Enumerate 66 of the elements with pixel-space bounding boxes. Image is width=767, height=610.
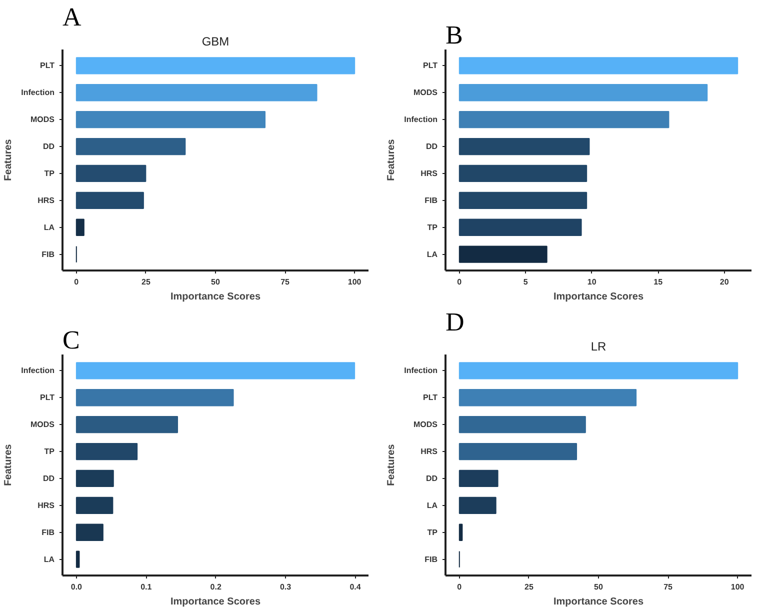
x-tick-label: 0.0	[70, 582, 83, 592]
x-tick-label: 20	[720, 278, 730, 286]
y-tick-label: DD	[426, 474, 438, 483]
annotation: C	[62, 326, 80, 354]
x-axis-title: Importance Scores	[553, 596, 644, 608]
y-tick-label: LA	[44, 222, 55, 232]
y-tick-label: FIB	[42, 528, 55, 537]
x-tick-label: 0	[457, 582, 462, 592]
y-tick-label: Infection	[404, 115, 438, 124]
y-tick-label: TP	[427, 528, 438, 537]
x-tick-label: 100	[730, 582, 745, 592]
y-tick-label: MODS	[414, 88, 438, 98]
y-tick-label: LA	[426, 500, 438, 510]
y-tick-label: PLT	[40, 61, 55, 70]
x-tick-label: 75	[280, 278, 290, 286]
y-tick-label: FIB	[424, 196, 438, 205]
x-tick-label: 25	[524, 582, 534, 592]
annotation: B	[446, 20, 463, 50]
x-tick-label: 0.3	[280, 582, 292, 592]
y-tick-label: DD	[426, 142, 438, 152]
x-tick-label: 0	[457, 278, 462, 286]
x-tick-label: 75	[664, 582, 674, 592]
y-tick-label: MODS	[30, 115, 56, 124]
x-tick-label: 0.4	[350, 582, 362, 592]
y-tick-label: MODS	[414, 420, 438, 430]
y-tick-label: DD	[42, 474, 55, 483]
y-tick-label: LA	[426, 250, 438, 259]
x-axis-title: Importance Scores	[553, 292, 644, 302]
x-tick-label: 50	[211, 278, 220, 286]
y-tick-label: PLT	[422, 393, 438, 402]
x-tick-label: 0	[74, 278, 80, 286]
y-tick-label: PLT	[422, 61, 438, 70]
y-tick-label: TP	[44, 168, 56, 178]
x-tick-label: 0.1	[140, 582, 152, 592]
y-tick-label: PLT	[40, 393, 55, 402]
x-tick-label: 5	[523, 278, 528, 286]
y-axis-title: Features	[3, 444, 14, 486]
text: A	[62, 2, 82, 32]
y-tick-label: Infection	[21, 366, 55, 376]
text: D	[446, 308, 464, 336]
chart-title: LR	[590, 340, 607, 354]
y-tick-label: HRS	[420, 447, 438, 456]
y-axis-title: Features	[386, 444, 398, 486]
x-tick-label: 25	[142, 278, 151, 286]
y-tick-label: HRS	[38, 500, 56, 510]
y-tick-label: HRS	[38, 196, 56, 205]
x-tick-label: 0.2	[210, 582, 222, 592]
y-tick-label: LA	[44, 554, 55, 564]
y-tick-label: TP	[44, 447, 56, 456]
x-tick-label: 10	[587, 278, 597, 286]
y-tick-label: Infection	[404, 366, 438, 376]
x-tick-label: 100	[348, 278, 362, 286]
y-axis-title: Features	[386, 138, 398, 181]
y-tick-label: FIB	[424, 554, 438, 564]
y-tick-label: MODS	[30, 420, 56, 430]
y-tick-label: Infection	[21, 88, 55, 98]
y-axis-title: Features	[3, 138, 14, 181]
y-tick-label: TP	[427, 222, 438, 232]
y-tick-label: HRS	[420, 168, 438, 178]
chart-title: GBM	[202, 34, 230, 48]
x-axis-title: Importance Scores	[170, 292, 261, 302]
x-axis-title: Importance Scores	[170, 596, 261, 608]
y-tick-label: FIB	[42, 250, 55, 259]
x-tick-label: 50	[594, 582, 604, 592]
y-tick-label: DD	[42, 142, 55, 152]
x-tick-label: 15	[654, 278, 664, 286]
